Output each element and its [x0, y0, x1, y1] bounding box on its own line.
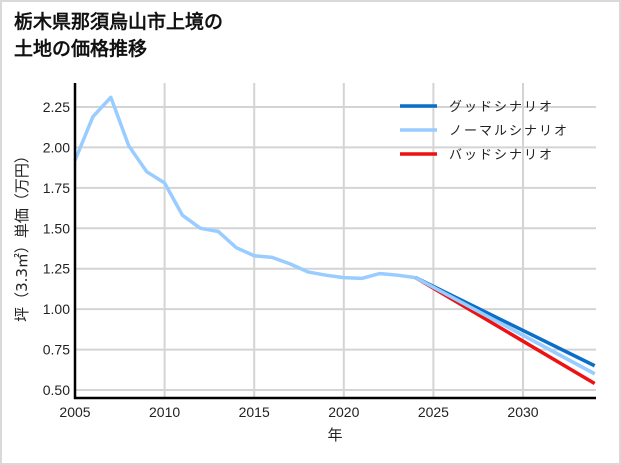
normal-scenario-line — [414, 276, 596, 376]
y-tick-label: 1.50 — [43, 220, 70, 236]
legend-label: バッドシナリオ — [449, 148, 554, 163]
x-tick-label: 2005 — [59, 404, 90, 420]
y-tick-label: 0.75 — [43, 342, 70, 358]
legend-label: グッドシナリオ — [449, 100, 554, 115]
axes — [73, 83, 596, 400]
legend-label: ノーマルシナリオ — [449, 124, 569, 139]
y-tick-label: 1.25 — [43, 261, 70, 277]
y-axis-label: 坪（3.3㎡）単価（万円） — [13, 148, 31, 322]
tick-labels: 0.50 0.75 1.00 1.25 1.50 1.75 2.00 2.25 2005 2010… — [43, 99, 539, 420]
x-axis-label: 年 — [327, 426, 342, 444]
chart-title: 栃木県那須烏山市上境の 土地の価格推移 — [14, 11, 224, 60]
data-lines — [73, 95, 596, 386]
historical-line — [73, 95, 416, 281]
y-tick-label: 2.25 — [43, 99, 70, 115]
y-tick-label: 2.00 — [43, 139, 70, 155]
x-tick-label: 2020 — [328, 404, 359, 420]
y-tick-label: 0.50 — [43, 382, 70, 398]
x-tick-label: 2030 — [507, 404, 538, 420]
x-tick-label: 2010 — [149, 404, 180, 420]
x-tick-label: 2015 — [239, 404, 270, 420]
x-tick-label: 2025 — [418, 404, 449, 420]
y-tick-label: 1.75 — [43, 180, 70, 196]
y-tick-label: 1.00 — [43, 301, 70, 317]
